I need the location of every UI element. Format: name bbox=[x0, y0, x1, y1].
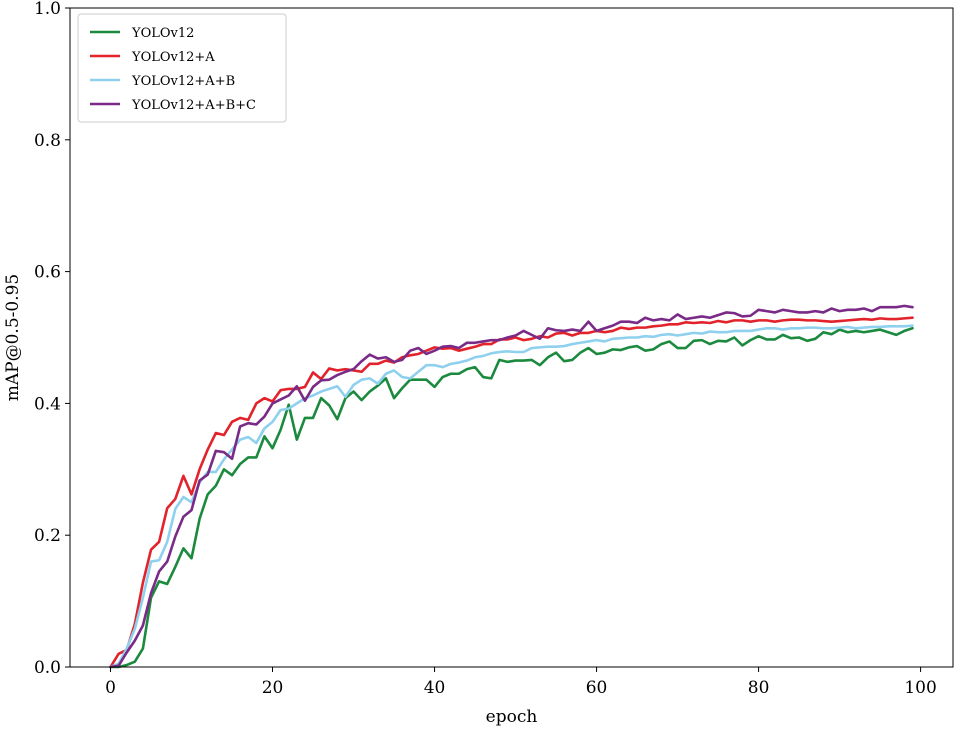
x-tick-label: 0 bbox=[105, 678, 116, 698]
series-line-3 bbox=[109, 324, 914, 669]
y-tick-label: 0.6 bbox=[34, 263, 61, 283]
y-axis-label: mAP@0.5-0.95 bbox=[3, 274, 23, 401]
series-group bbox=[109, 304, 914, 669]
y-tick-label: 1.0 bbox=[34, 0, 61, 19]
series-line-1 bbox=[109, 326, 914, 669]
y-tick-label: 0.4 bbox=[34, 394, 61, 414]
axes-frame bbox=[69, 7, 954, 668]
y-axis: 0.0 0.2 0.4 0.6 0.8 1.0 bbox=[34, 0, 70, 678]
series-line-2 bbox=[109, 316, 914, 669]
x-tick-label: 40 bbox=[424, 678, 446, 698]
series-line-4 bbox=[109, 304, 914, 669]
y-tick-label: 0.0 bbox=[34, 658, 61, 678]
x-axis: 0 20 40 60 80 100 bbox=[105, 667, 937, 698]
legend-label: YOLOv12+A bbox=[131, 50, 215, 65]
legend: YOLOv12 YOLOv12+A YOLOv12+A+B YOLOv12+A+B+C bbox=[77, 13, 287, 123]
y-tick-label: 0.2 bbox=[34, 526, 61, 546]
legend-label: YOLOv12 bbox=[131, 26, 194, 41]
x-tick-label: 60 bbox=[586, 678, 608, 698]
legend-box bbox=[77, 13, 287, 123]
x-tick-label: 20 bbox=[262, 678, 284, 698]
legend-label: YOLOv12+A+B bbox=[131, 74, 235, 89]
y-tick-label: 0.8 bbox=[34, 131, 61, 151]
x-axis-label: epoch bbox=[486, 707, 538, 727]
legend-label: YOLOv12+A+B+C bbox=[131, 98, 256, 113]
x-tick-label: 80 bbox=[748, 678, 770, 698]
plot-area bbox=[69, 7, 954, 669]
x-tick-label: 100 bbox=[904, 678, 936, 698]
